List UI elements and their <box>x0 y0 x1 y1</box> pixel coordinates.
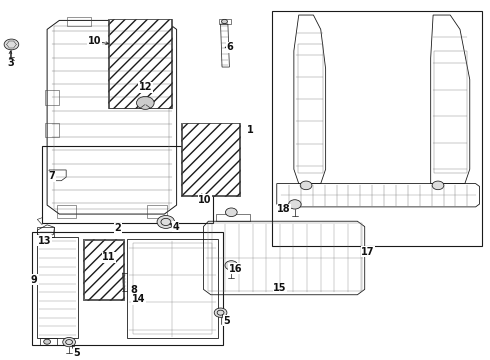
Bar <box>208 223 362 291</box>
Text: 3: 3 <box>7 58 14 68</box>
Text: 16: 16 <box>228 264 242 274</box>
Text: 7: 7 <box>49 171 55 181</box>
Circle shape <box>289 200 301 209</box>
Text: 8: 8 <box>130 285 137 295</box>
Text: 5: 5 <box>73 348 80 358</box>
Bar <box>182 123 239 195</box>
Bar <box>219 19 231 24</box>
Bar <box>109 19 171 108</box>
Bar <box>32 232 223 345</box>
Bar <box>40 338 57 345</box>
Bar <box>84 240 123 300</box>
Bar <box>216 214 250 221</box>
Bar <box>45 123 59 137</box>
Text: 4: 4 <box>172 222 179 231</box>
Bar <box>182 123 239 195</box>
Text: 18: 18 <box>277 204 291 215</box>
Circle shape <box>44 339 50 344</box>
Text: 15: 15 <box>273 283 287 293</box>
Bar <box>67 17 91 26</box>
Bar <box>45 90 59 105</box>
Text: 10: 10 <box>198 195 212 205</box>
Bar <box>37 226 54 237</box>
Bar <box>434 51 467 173</box>
Bar <box>298 44 323 173</box>
Bar <box>272 12 482 246</box>
Circle shape <box>225 208 237 217</box>
Bar <box>54 26 169 209</box>
Bar <box>84 240 123 300</box>
Text: 10: 10 <box>88 36 101 46</box>
Text: 1: 1 <box>246 125 253 135</box>
Circle shape <box>225 261 238 270</box>
Text: 2: 2 <box>115 224 122 233</box>
Bar <box>127 239 218 338</box>
Bar <box>108 19 172 108</box>
Text: 12: 12 <box>139 82 152 93</box>
Bar <box>181 123 240 196</box>
Circle shape <box>63 337 75 347</box>
Text: 14: 14 <box>132 294 145 304</box>
Text: 6: 6 <box>226 42 233 52</box>
Text: 17: 17 <box>362 247 375 257</box>
Circle shape <box>221 19 227 24</box>
Bar <box>147 205 167 218</box>
Text: 5: 5 <box>223 316 230 325</box>
Circle shape <box>214 308 227 317</box>
Circle shape <box>300 181 312 190</box>
Circle shape <box>4 39 19 50</box>
Circle shape <box>157 216 174 228</box>
Circle shape <box>137 96 154 109</box>
Text: 9: 9 <box>30 275 37 285</box>
Bar <box>42 146 213 223</box>
Text: 13: 13 <box>38 236 51 246</box>
Bar <box>83 239 124 300</box>
Bar <box>37 237 78 338</box>
Bar <box>133 243 212 334</box>
Text: 11: 11 <box>102 252 116 262</box>
Circle shape <box>432 181 444 190</box>
Bar <box>57 205 76 218</box>
Bar <box>109 19 171 108</box>
